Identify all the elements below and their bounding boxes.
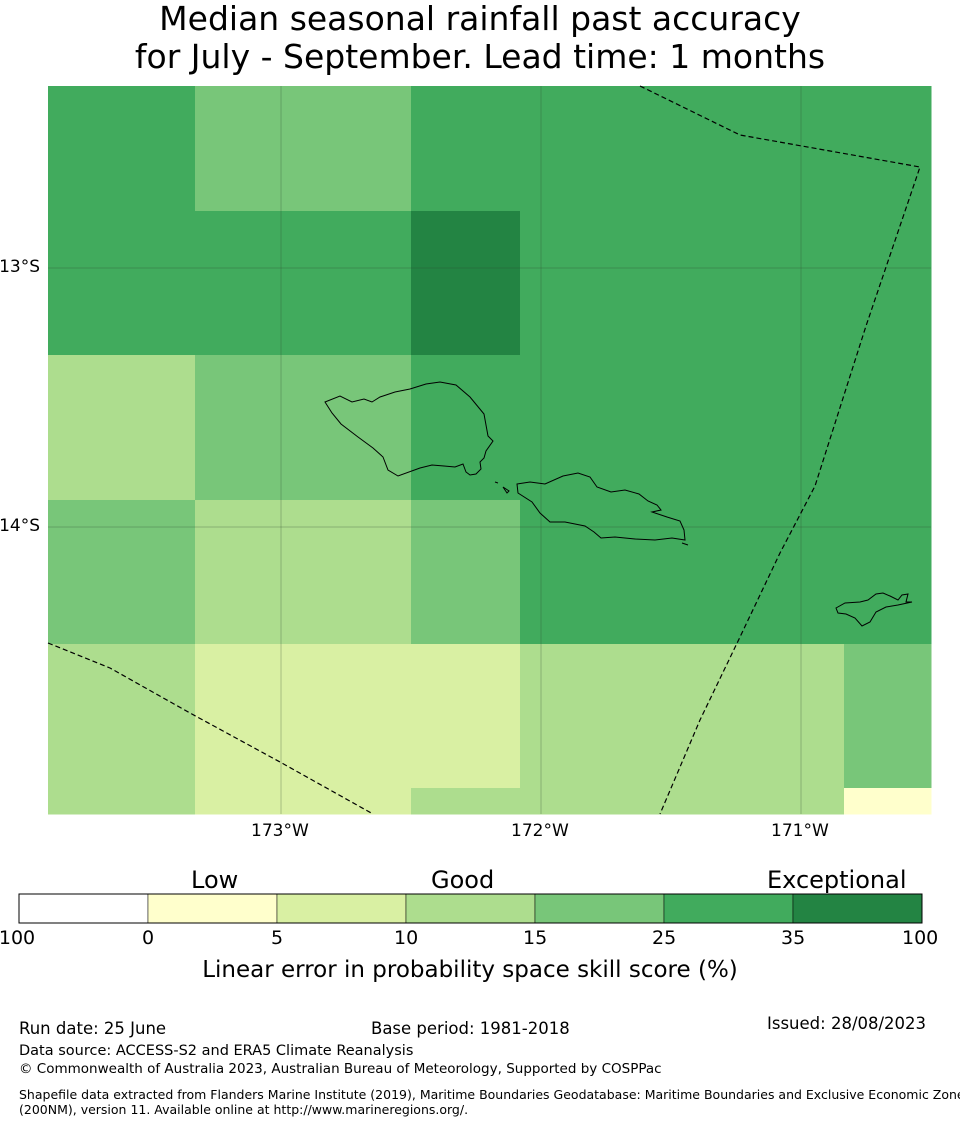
- grid-cell: [303, 500, 412, 645]
- grid-cell: [195, 86, 304, 212]
- grid-cell: [844, 788, 932, 815]
- colorbar-segment: [147, 893, 278, 924]
- grid-cell: [411, 355, 521, 501]
- data-source: Data source: ACCESS-S2 and ERA5 Climate …: [19, 1043, 414, 1059]
- grid-cell: [195, 211, 304, 356]
- colorbar-segment: [276, 893, 407, 924]
- upolu-east-tip: [681, 542, 689, 546]
- apolima-islet: [494, 481, 499, 484]
- upolu-island: [516, 472, 686, 541]
- grid-cell: [844, 500, 932, 645]
- colorbar-tick-8: 100: [902, 927, 939, 949]
- colorbar-tick-1: -100: [0, 927, 36, 949]
- grid-cell: [303, 788, 412, 815]
- category-label-low: Low: [191, 866, 239, 894]
- grid-cell: [411, 500, 521, 645]
- grid-cell: [628, 644, 845, 789]
- grid-cell: [628, 500, 845, 645]
- run-date: Run date: 25 June: [19, 1019, 167, 1038]
- colorbar-segment: [534, 893, 665, 924]
- colorbar-tick-3: 5: [271, 927, 284, 949]
- lon-label-173w: 173°W: [251, 821, 309, 841]
- grid-cell: [628, 788, 845, 815]
- colorbar-xlabel: Linear error in probability space skill …: [202, 957, 738, 983]
- colorbar-tick-7: 35: [781, 927, 806, 949]
- grid-cell: [520, 500, 629, 645]
- eez-boundary-south: [47, 642, 374, 815]
- grid-cell: [195, 355, 304, 501]
- manono-islet: [502, 486, 510, 494]
- grid-cell: [411, 788, 521, 815]
- grid-cell: [48, 788, 196, 815]
- grid-cell: [303, 355, 412, 501]
- colorbar-tick-4: 10: [394, 927, 419, 949]
- colorbar-segment: [663, 893, 794, 924]
- category-label-exceptional: Exceptional: [767, 866, 907, 894]
- eez-boundary-north: [639, 85, 921, 815]
- grid-cell: [520, 86, 629, 212]
- issued-date: Issued: 28/08/2023: [767, 1014, 927, 1033]
- shapefile-credit-line-2: (200NM), version 11. Available online at…: [19, 1102, 469, 1117]
- grid-cell: [411, 211, 521, 356]
- grid-cell: [628, 211, 845, 356]
- grid-cell: [303, 86, 412, 212]
- colorbar: [18, 893, 923, 924]
- grid-cell: [520, 355, 629, 501]
- grid-cell: [628, 86, 845, 212]
- grid-cell: [411, 86, 521, 212]
- savaii-island: [324, 381, 494, 477]
- grid-cell: [844, 644, 932, 789]
- colorbar-tick-5: 15: [523, 927, 548, 949]
- grid-cell: [48, 355, 196, 501]
- tutuila-island: [835, 592, 913, 627]
- lon-label-172w: 172°W: [511, 821, 569, 841]
- grid-cell: [411, 644, 521, 789]
- grid-cell: [303, 211, 412, 356]
- skill-grid: [48, 86, 932, 815]
- grid-cell: [844, 86, 932, 212]
- grid-cell: [195, 500, 304, 645]
- colorbar-tick-6: 25: [652, 927, 677, 949]
- skill-map: [47, 85, 932, 815]
- copyright-notice: © Commonwealth of Australia 2023, Austra…: [19, 1061, 662, 1077]
- lat-label-13s: 13°S: [0, 257, 40, 277]
- grid-cell: [303, 644, 412, 789]
- colorbar-segment: [18, 893, 149, 924]
- title-line-1: Median seasonal rainfall past accuracy: [159, 0, 801, 38]
- grid-cell: [844, 355, 932, 501]
- grid-cell: [48, 211, 196, 356]
- grid-cell: [48, 86, 196, 212]
- colorbar-segment: [792, 893, 923, 924]
- map-title: Median seasonal rainfall past accuracy f…: [0, 0, 960, 76]
- colorbar-segment: [405, 893, 536, 924]
- grid-cell: [628, 355, 845, 501]
- category-label-good: Good: [431, 866, 495, 894]
- grid-cell: [520, 788, 629, 815]
- grid-cell: [48, 500, 196, 645]
- grid-cell: [844, 211, 932, 356]
- grid-cell: [195, 788, 304, 815]
- colorbar-tick-2: 0: [142, 927, 155, 949]
- grid-cell: [48, 644, 196, 789]
- lon-label-171w: 171°W: [771, 821, 829, 841]
- grid-cell: [195, 644, 304, 789]
- coastlines: [324, 381, 913, 627]
- shapefile-credit-line-1: Shapefile data extracted from Flanders M…: [19, 1087, 960, 1102]
- base-period: Base period: 1981-2018: [371, 1019, 570, 1038]
- eez-boundaries: [47, 85, 921, 815]
- grid-cell: [520, 644, 629, 789]
- grid-cell: [520, 211, 629, 356]
- lat-label-14s: 14°S: [0, 516, 40, 536]
- title-line-2: for July - September. Lead time: 1 month…: [134, 37, 826, 76]
- graticule: [48, 86, 931, 814]
